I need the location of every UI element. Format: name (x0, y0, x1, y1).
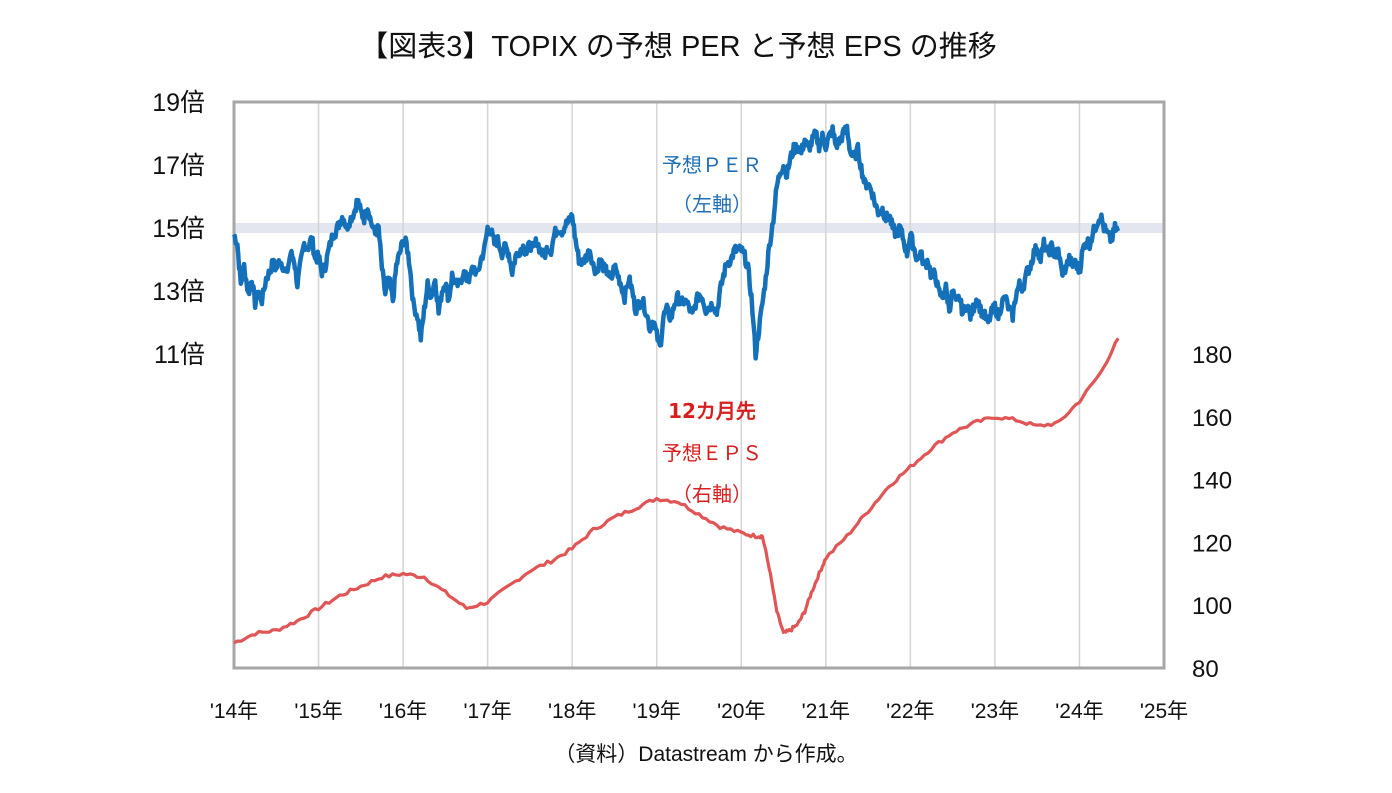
x-tick-label: '20年 (717, 700, 765, 723)
left-axis-ticks: 11倍 13倍 15倍 17倍 19倍 (152, 89, 205, 369)
right-tick-label: 160 (1192, 405, 1232, 432)
per-annotation-line-2: （左軸） (672, 192, 752, 216)
series-line-eps (233, 337, 1120, 645)
x-tick-label: '17年 (463, 700, 511, 723)
series-line-per (231, 123, 1121, 361)
eps-annotation-line-1: 12カ月先 (668, 399, 756, 423)
x-tick-label: '14年 (210, 700, 258, 723)
eps-annotation: 12カ月先 予想ＥＰＳ （右軸） (662, 399, 762, 506)
eps-annotation-line-2: 予想ＥＰＳ (662, 441, 762, 465)
plot-frame (232, 100, 1166, 670)
source-note: （資料）Datastream から作成。 (554, 743, 857, 766)
right-tick-label: 80 (1192, 656, 1219, 683)
right-tick-label: 120 (1192, 530, 1232, 557)
x-tick-label: '19年 (633, 700, 681, 723)
left-tick-label: 17倍 (152, 152, 205, 180)
right-tick-label: 140 (1192, 468, 1232, 495)
x-tick-label: '24年 (1055, 700, 1103, 723)
right-tick-label: 100 (1192, 593, 1232, 620)
eps-annotation-line-3: （右軸） (672, 482, 752, 506)
x-tick-label: '22年 (886, 700, 934, 723)
x-tick-label: '25年 (1140, 700, 1188, 723)
left-tick-label: 13倍 (152, 278, 205, 306)
per-15x-reference-band (234, 223, 1164, 233)
x-tick-label: '15年 (294, 700, 342, 723)
chart-title: 【図表3】TOPIX の予想 PER と予想 EPS の推移 (359, 30, 997, 63)
plot-area (234, 102, 1164, 668)
per-annotation-line-1: 予想ＰＥＲ (662, 153, 762, 177)
x-tick-label: '21年 (802, 700, 850, 723)
left-tick-label: 19倍 (152, 89, 205, 117)
x-tick-label: '23年 (971, 700, 1019, 723)
right-tick-label: 180 (1192, 342, 1232, 369)
x-tick-label: '18年 (548, 700, 596, 723)
left-tick-label: 15倍 (152, 215, 205, 243)
per-annotation: 予想ＰＥＲ （左軸） (662, 153, 762, 216)
right-axis-ticks: 80 100 120 140 160 180 (1192, 342, 1232, 683)
left-tick-label: 11倍 (154, 341, 205, 369)
x-axis-ticks: '14年 '15年 '16年 '17年 '18年 '19年 '20年 '21年 '22年 '23年… (210, 700, 1188, 723)
plot-background (234, 102, 1164, 668)
x-tick-label: '16年 (379, 700, 427, 723)
